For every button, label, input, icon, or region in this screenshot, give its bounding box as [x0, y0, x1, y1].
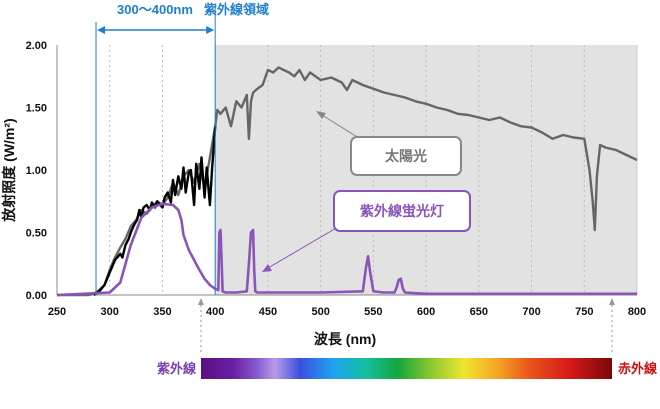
uv-lamp-callout-pointer-head	[262, 264, 272, 272]
ir-guide-arrow	[609, 298, 615, 305]
uv-region-label: 紫外線領域	[204, 2, 269, 17]
y-axis-label: 放射照度 (W/m²)	[1, 118, 17, 222]
x-tick-label: 650	[470, 306, 488, 318]
sunlight-callout-pointer-head	[316, 111, 326, 119]
plot-background	[57, 45, 637, 295]
uv-end-label: 紫外線	[157, 361, 197, 376]
x-axis-label: 波長 (nm)	[314, 331, 376, 347]
range-arrow-right-head	[206, 26, 215, 34]
y-tick-label: 2.00	[26, 40, 47, 52]
uv-lamp-callout: 紫外線蛍光灯	[333, 190, 471, 232]
range-label: 300〜400nm	[117, 2, 193, 17]
annotations	[95, 4, 615, 354]
x-tick-labels: 250 300 350 400 450 500 550 600 650 700 750 800	[48, 306, 646, 318]
y-tick-label: 0.00	[26, 290, 47, 302]
uv-lamp-callout-pointer	[267, 226, 339, 269]
x-tick-label: 550	[364, 306, 382, 318]
sunlight-callout-label: 太陽光	[385, 148, 427, 164]
y-tick-label: 0.50	[26, 228, 47, 240]
series-sunlight-uv	[93, 126, 217, 296]
visible-spectrum-bar	[201, 358, 612, 379]
x-tick-label: 800	[628, 306, 646, 318]
x-tick-label: 350	[153, 306, 171, 318]
series-group	[56, 66, 638, 297]
series-uv-lamp	[56, 202, 637, 297]
x-tick-label: 250	[48, 306, 66, 318]
ir-end-label: 赤外線	[618, 361, 658, 376]
x-tick-label: 700	[522, 306, 540, 318]
uv-guide-arrow	[198, 298, 204, 305]
x-tick-label: 450	[259, 306, 277, 318]
x-tick-label: 400	[206, 306, 224, 318]
x-tick-label: 600	[417, 306, 435, 318]
y-tick-label: 1.00	[26, 165, 47, 177]
sunlight-callout: 太陽光	[350, 136, 462, 176]
y-tick-labels: 0.00 0.50 1.00 1.50 2.00	[26, 40, 47, 302]
x-tick-label: 300	[101, 306, 119, 318]
y-tick-label: 1.50	[26, 103, 47, 115]
range-arrow-left-head	[97, 26, 106, 34]
uv-lamp-callout-label: 紫外線蛍光灯	[360, 203, 444, 219]
x-tick-label: 500	[311, 306, 329, 318]
x-tick-label: 750	[575, 306, 593, 318]
